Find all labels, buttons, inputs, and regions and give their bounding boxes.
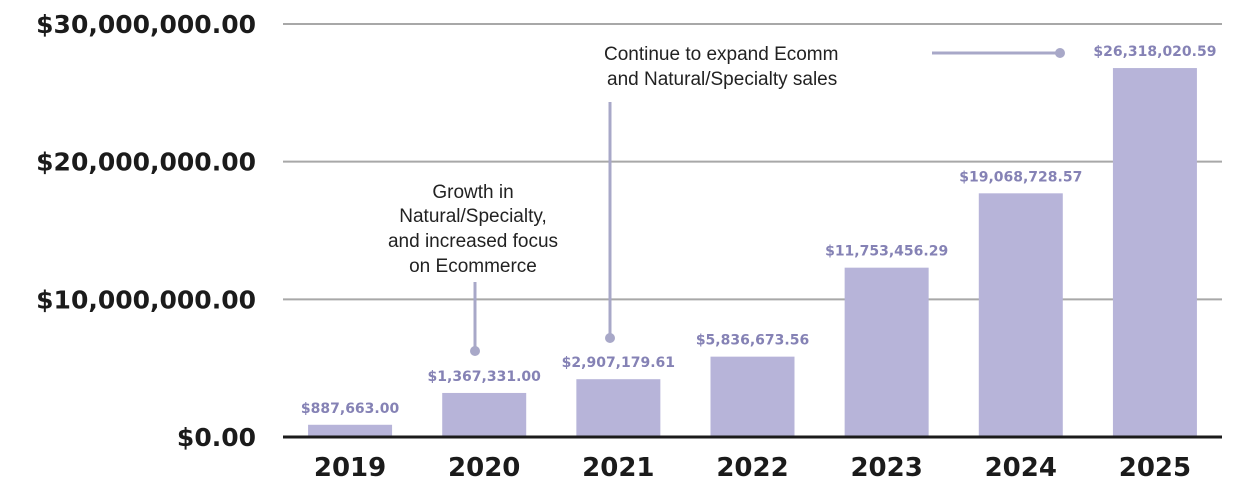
data-label-2023: $11,753,456.29 xyxy=(825,244,948,260)
gridlines xyxy=(283,23,1222,301)
bar-2020 xyxy=(442,392,527,437)
data-labels: $887,663.00 $1,367,331.00 $2,907,179.61 $5,… xyxy=(301,44,1217,417)
data-label-2020: $1,367,331.00 xyxy=(428,369,542,385)
annotation-expand-line-1: Continue to expand Ecomm xyxy=(604,44,838,65)
x-tick-label-2025: 2025 xyxy=(1119,453,1191,481)
annotation-growth-line-3: and increased focus xyxy=(388,231,558,252)
bars xyxy=(308,68,1197,437)
x-tick-label-2021: 2021 xyxy=(582,453,654,481)
bar-2019 xyxy=(308,424,393,437)
bar-2023 xyxy=(844,267,929,437)
x-tick-label-2023: 2023 xyxy=(850,453,922,481)
bar-2025 xyxy=(1112,68,1197,437)
y-tick-label: $20,000,000.00 xyxy=(36,148,256,177)
y-axis-tick-labels: $0.00 $10,000,000.00 $20,000,000.00 $30,000… xyxy=(36,10,256,452)
data-label-2022: $5,836,673.56 xyxy=(696,333,809,349)
annotation-growth-line-4: on Ecommerce xyxy=(409,256,537,277)
annotation-expand-dot xyxy=(605,333,615,343)
annotation-growth-dot xyxy=(470,346,480,356)
x-tick-label-2020: 2020 xyxy=(448,453,520,481)
y-tick-label: $10,000,000.00 xyxy=(36,285,256,314)
data-label-2021: $2,907,179.61 xyxy=(562,355,675,371)
y-tick-label: $0.00 xyxy=(177,423,256,452)
annotation-expand-line-2: and Natural/Specialty sales xyxy=(607,69,837,90)
x-tick-label-2024: 2024 xyxy=(985,453,1057,481)
annotation-growth-line-1: Growth in xyxy=(432,182,513,203)
annotation-expand: Continue to expand Ecomm and Natural/Spe… xyxy=(604,44,1065,343)
x-axis-tick-labels: 2019 2020 2021 2022 2023 2024 2025 xyxy=(314,453,1191,481)
annotation-expand-arrow-dot xyxy=(1055,48,1065,58)
data-label-2024: $19,068,728.57 xyxy=(959,169,1082,185)
bar-2022 xyxy=(710,356,795,437)
x-tick-label-2019: 2019 xyxy=(314,453,386,481)
annotation-growth-line-2: Natural/Specialty, xyxy=(399,206,547,227)
bar-2021 xyxy=(576,379,661,437)
annotation-growth: Growth in Natural/Specialty, and increas… xyxy=(388,182,558,356)
x-tick-label-2022: 2022 xyxy=(716,453,788,481)
data-label-2019: $887,663.00 xyxy=(301,401,400,417)
bar-2024 xyxy=(978,193,1063,437)
y-tick-label: $30,000,000.00 xyxy=(36,10,256,39)
data-label-2025: $26,318,020.59 xyxy=(1093,44,1216,60)
